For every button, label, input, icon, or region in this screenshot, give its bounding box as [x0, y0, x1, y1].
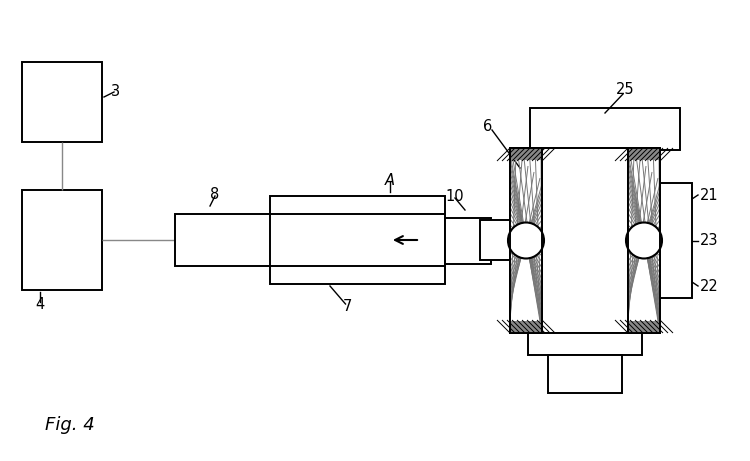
Bar	[510, 148, 660, 333]
Text: 7: 7	[343, 299, 352, 313]
Text: 22: 22	[700, 278, 718, 294]
Bar	[660, 183, 692, 298]
Text: 23: 23	[700, 233, 718, 248]
Bar	[510, 148, 542, 160]
Circle shape	[508, 223, 544, 259]
Text: 25: 25	[616, 83, 634, 97]
Bar	[628, 321, 660, 333]
Text: Fig. 4: Fig. 4	[45, 416, 94, 434]
Text: 10: 10	[446, 189, 464, 203]
Text: 6: 6	[483, 118, 493, 134]
Bar	[510, 321, 542, 333]
Bar	[628, 148, 660, 333]
Bar	[510, 148, 542, 333]
Bar	[445, 218, 491, 264]
Bar	[628, 148, 660, 333]
Bar	[480, 220, 510, 260]
Text: A: A	[385, 172, 395, 188]
Bar	[175, 214, 295, 266]
Bar	[530, 108, 680, 150]
Circle shape	[626, 223, 662, 259]
Bar	[628, 148, 660, 160]
Bar	[22, 190, 102, 290]
Bar	[528, 333, 642, 355]
Text: 4: 4	[35, 296, 45, 312]
Bar	[510, 148, 542, 333]
Text: 21: 21	[700, 188, 718, 202]
Bar	[270, 196, 445, 284]
Bar	[548, 355, 622, 393]
Bar	[22, 62, 102, 142]
Text: 8: 8	[210, 187, 220, 201]
Text: 3: 3	[112, 84, 121, 100]
